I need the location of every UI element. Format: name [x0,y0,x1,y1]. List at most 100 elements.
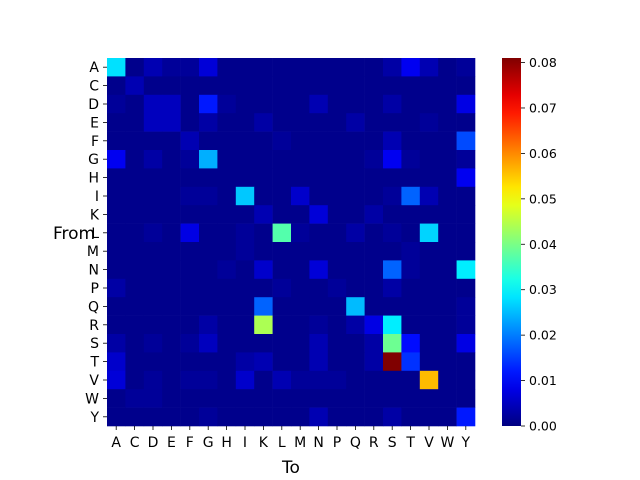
colorbar-ticks: 0.00 0.01 0.02 0.03 0.04 0.05 0.06 0.07 0.08 [521,55,557,434]
heatmap-cell-W-M [291,389,310,408]
heatmap-cell-C-L [272,76,292,96]
heatmap-cell-K-R [364,205,384,224]
heatmap-cell-D-C [125,94,145,114]
heatmap-cell-D-K [254,94,273,114]
heatmap-cell-F-E [162,131,181,151]
heatmap-cell-F-W [438,131,457,151]
heatmap-cell-L-H [217,223,237,243]
heatmap-cell-M-M [291,242,310,261]
heatmap-cell-C-Q [346,76,365,96]
heatmap-cell-G-E [162,150,181,169]
heatmap-cell-I-Y [456,186,476,206]
y-tick-label: W [85,391,99,407]
heatmap-cell-P-V [419,278,439,298]
colorbar-tick-label: 0.07 [529,100,557,115]
heatmap-cell-T-S [383,352,402,372]
heatmap-cell-E-T [401,113,421,132]
heatmap-cell-F-M [291,131,310,151]
heatmap-cell-A-D [143,58,163,77]
heatmap-cell-Q-R [364,297,384,316]
heatmap-cell-A-C [125,58,145,77]
heatmap-cell-I-C [125,186,145,206]
heatmap-cell-D-W [438,94,457,114]
heatmap-cell-T-G [199,352,218,372]
heatmap-cell-I-H [217,186,237,206]
heatmap-cell-V-P [327,370,347,390]
heatmap-cell-E-P [327,113,347,132]
heatmap-cell-L-Y [456,223,476,243]
heatmap-cell-A-H [217,58,237,77]
heatmap-cell-E-Y [456,113,476,132]
heatmap-cell-P-M [291,278,310,298]
heatmap-cell-G-G [199,150,218,169]
heatmap-cell-F-F [180,131,200,151]
heatmap-cell-S-N [309,334,329,353]
heatmap-cell-F-S [383,131,402,151]
colorbar-tick-label: 0.04 [529,237,557,252]
heatmap-cell-Y-K [254,407,273,427]
heatmap-cell-D-M [291,94,310,114]
heatmap-cell-P-S [383,278,402,298]
x-tick-label: W [440,435,454,451]
y-axis-label: From [53,224,95,244]
heatmap-cell-H-M [291,168,310,188]
heatmap-cell-R-D [143,315,163,335]
heatmap-cell-T-N [309,352,329,372]
heatmap-cell-S-D [143,334,163,353]
heatmap-cell-N-C [125,260,145,280]
heatmap-cell-Q-F [180,297,200,316]
heatmap-cell-L-Q [346,223,365,243]
heatmap-cell-M-Q [346,242,365,261]
heatmap-cell-A-G [199,58,218,77]
heatmap-cell-K-D [143,205,163,224]
heatmap-cell-N-G [199,260,218,280]
heatmap-cell-A-E [162,58,181,77]
heatmap-cell-F-V [419,131,439,151]
heatmap-cell-C-V [419,76,439,96]
heatmap-cell-N-Q [346,260,365,280]
heatmap-cell-D-I [235,94,255,114]
heatmap-cell-V-H [217,370,237,390]
heatmap-cell-Q-K [254,297,273,316]
heatmap-cell-T-I [235,352,255,372]
heatmap-cell-H-H [217,168,237,188]
heatmap-cell-C-D [143,76,163,96]
heatmap-cell-H-W [438,168,457,188]
heatmap-cell-V-K [254,370,273,390]
colorbar-tick-label: 0.08 [529,55,557,70]
heatmap-cell-H-R [364,168,384,188]
heatmap-cell-A-I [235,58,255,77]
heatmap-cell-D-A [107,94,126,114]
y-tick-label: I [95,189,99,205]
heatmap-cell-I-S [383,186,402,206]
y-tick-label: K [90,207,100,223]
heatmap-cell-Q-V [419,297,439,316]
y-tick-label: Q [88,299,99,315]
heatmap-cell-L-T [401,223,421,243]
x-tick-label: Q [350,435,361,451]
heatmap-cell-Q-S [383,297,402,316]
x-tick-label: Y [461,435,471,451]
heatmap-cell-K-Y [456,205,476,224]
heatmap-cell-N-D [143,260,163,280]
heatmap-cell-A-R [364,58,384,77]
heatmap-cell-N-P [327,260,347,280]
heatmap-cell-P-H [217,278,237,298]
heatmap-cell-W-P [327,389,347,408]
y-tick-label: E [90,115,99,131]
heatmap-cell-N-M [291,260,310,280]
heatmap-cell-C-G [199,76,218,96]
heatmap-cell-S-V [419,334,439,353]
heatmap-cell-L-E [162,223,181,243]
heatmap-cell-I-P [327,186,347,206]
heatmap-cell-C-I [235,76,255,96]
heatmap-cell-T-Y [456,352,476,372]
heatmap-cell-E-N [309,113,329,132]
heatmap-cell-G-R [364,150,384,169]
heatmap-cell-V-F [180,370,200,390]
heatmap-cell-W-T [401,389,421,408]
heatmap-cell-G-S [383,150,402,169]
heatmap-cell-G-P [327,150,347,169]
heatmap-cell-I-V [419,186,439,206]
heatmap-cell-H-C [125,168,145,188]
